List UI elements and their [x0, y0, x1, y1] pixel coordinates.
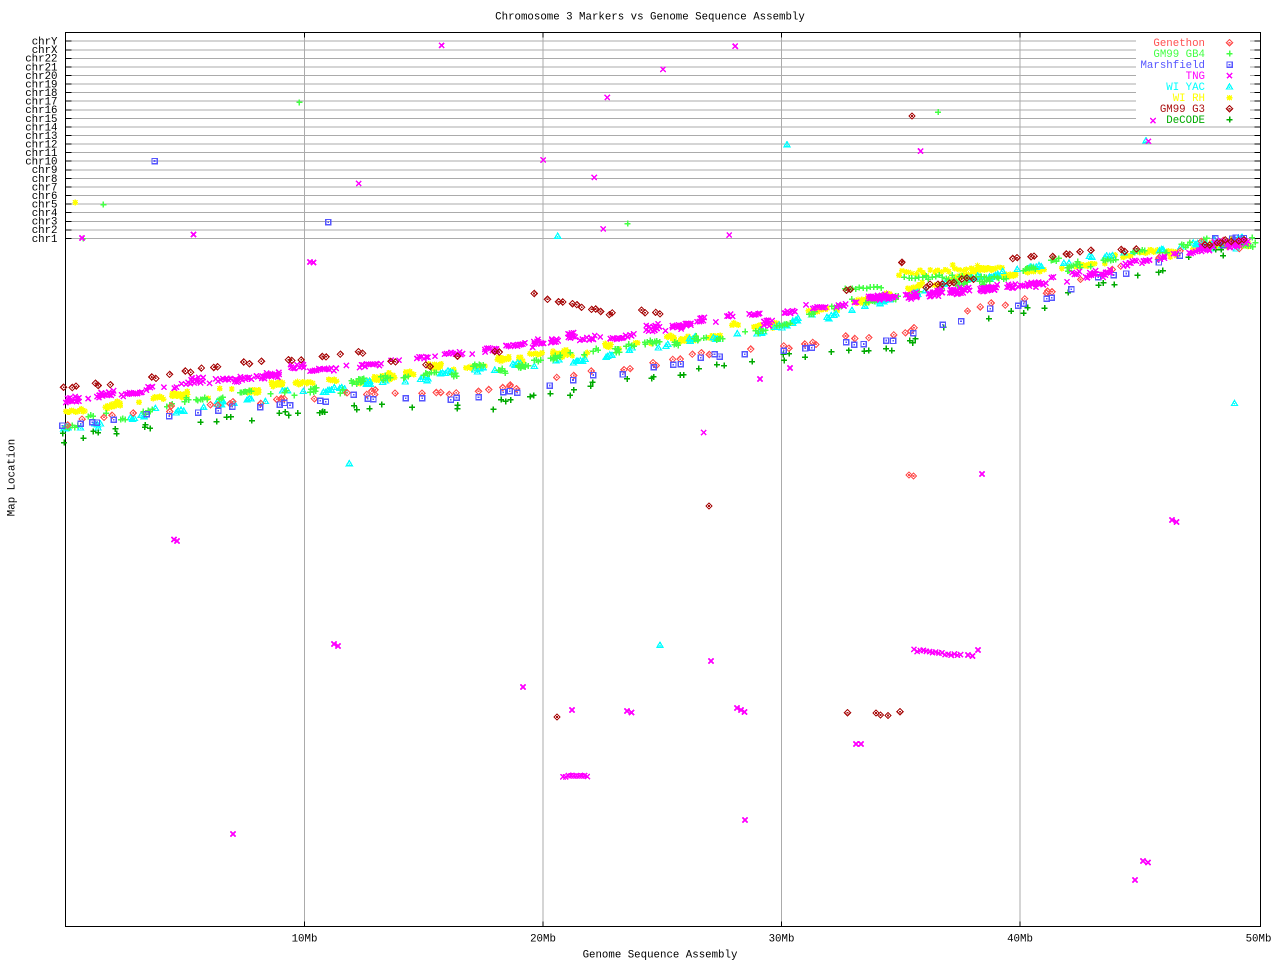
svg-text:chr6: chr6: [32, 191, 58, 203]
svg-text:Genome Sequence Assembly: Genome Sequence Assembly: [583, 950, 738, 961]
svg-text:chrY: chrY: [32, 37, 58, 49]
svg-text:WI RH: WI RH: [1173, 93, 1205, 105]
svg-text:DeCODE: DeCODE: [1166, 115, 1205, 127]
svg-text:Marshfield: Marshfield: [1140, 60, 1205, 72]
svg-text:40Mb: 40Mb: [1007, 934, 1033, 946]
svg-text:Map Location: Map Location: [7, 439, 19, 516]
svg-text:chr1: chr1: [32, 234, 58, 246]
svg-text:TNG: TNG: [1186, 71, 1205, 83]
svg-text:30Mb: 30Mb: [769, 934, 795, 946]
svg-text:10Mb: 10Mb: [292, 934, 318, 946]
svg-text:50Mb: 50Mb: [1246, 934, 1272, 946]
svg-text:chr4: chr4: [32, 208, 58, 220]
svg-text:Chromosome 3 Markers vs Genome: Chromosome 3 Markers vs Genome Sequence …: [495, 12, 805, 24]
svg-text:chr16: chr16: [25, 105, 57, 117]
svg-text:chr17: chr17: [25, 97, 57, 109]
svg-text:WI YAC: WI YAC: [1166, 82, 1205, 94]
svg-text:chr7: chr7: [32, 182, 58, 194]
svg-text:chr18: chr18: [25, 88, 57, 100]
svg-text:20Mb: 20Mb: [530, 934, 556, 946]
svg-text:chr15: chr15: [25, 114, 57, 126]
svg-text:chr21: chr21: [25, 62, 57, 74]
svg-text:chr22: chr22: [25, 54, 57, 66]
svg-text:chr13: chr13: [25, 131, 57, 143]
svg-text:chr5: chr5: [32, 200, 58, 212]
svg-text:chr11: chr11: [25, 148, 57, 160]
svg-text:chr19: chr19: [25, 80, 57, 92]
svg-text:chr2: chr2: [32, 225, 58, 237]
svg-text:chr14: chr14: [25, 122, 57, 134]
svg-text:chr12: chr12: [25, 140, 57, 152]
svg-text:Genethon: Genethon: [1153, 38, 1205, 50]
svg-text:chr9: chr9: [32, 165, 58, 177]
svg-text:chr8: chr8: [32, 174, 58, 186]
svg-text:GM99 G3: GM99 G3: [1160, 104, 1205, 116]
svg-text:chr20: chr20: [25, 71, 57, 83]
svg-text:chr10: chr10: [25, 157, 57, 169]
svg-text:chrX: chrX: [32, 45, 58, 57]
svg-text:GM99 GB4: GM99 GB4: [1153, 49, 1205, 61]
svg-text:chr3: chr3: [32, 217, 58, 229]
